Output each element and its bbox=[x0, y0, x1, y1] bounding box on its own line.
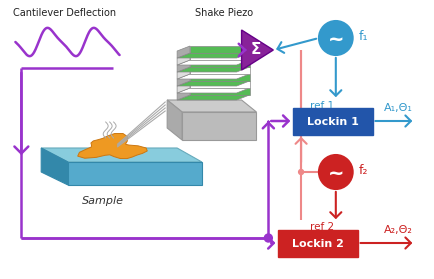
Text: ref 2: ref 2 bbox=[309, 222, 333, 232]
Polygon shape bbox=[167, 100, 182, 140]
Text: Σ: Σ bbox=[250, 42, 260, 57]
Polygon shape bbox=[177, 60, 249, 65]
Text: Lockin 2: Lockin 2 bbox=[291, 239, 343, 249]
Polygon shape bbox=[41, 148, 201, 162]
Polygon shape bbox=[177, 46, 190, 58]
Text: A₁,Θ₁: A₁,Θ₁ bbox=[383, 103, 412, 113]
Polygon shape bbox=[177, 95, 249, 100]
Polygon shape bbox=[182, 112, 256, 140]
Polygon shape bbox=[190, 67, 249, 74]
Circle shape bbox=[298, 170, 303, 174]
Text: Sample: Sample bbox=[82, 196, 123, 206]
Text: A₂,Θ₂: A₂,Θ₂ bbox=[383, 225, 412, 235]
Polygon shape bbox=[177, 81, 190, 93]
Text: ~: ~ bbox=[327, 163, 343, 182]
Polygon shape bbox=[190, 74, 249, 81]
Polygon shape bbox=[177, 88, 249, 93]
Circle shape bbox=[264, 234, 272, 242]
Polygon shape bbox=[78, 134, 147, 158]
Polygon shape bbox=[167, 100, 256, 112]
Polygon shape bbox=[177, 67, 249, 72]
Text: ref 1: ref 1 bbox=[309, 101, 333, 111]
Polygon shape bbox=[190, 81, 249, 88]
Polygon shape bbox=[177, 53, 249, 58]
Polygon shape bbox=[177, 88, 190, 100]
Text: Cantilever Deflection: Cantilever Deflection bbox=[13, 8, 116, 18]
Text: Shake Piezo: Shake Piezo bbox=[194, 8, 252, 18]
Polygon shape bbox=[190, 46, 249, 53]
Polygon shape bbox=[68, 162, 201, 185]
Text: f₂: f₂ bbox=[358, 163, 367, 177]
Polygon shape bbox=[190, 53, 249, 60]
FancyBboxPatch shape bbox=[277, 230, 357, 256]
Polygon shape bbox=[177, 60, 190, 72]
Polygon shape bbox=[241, 30, 273, 70]
Polygon shape bbox=[177, 74, 190, 86]
Circle shape bbox=[318, 155, 352, 189]
Polygon shape bbox=[177, 67, 190, 79]
FancyBboxPatch shape bbox=[292, 107, 372, 134]
Polygon shape bbox=[41, 148, 68, 185]
Text: ~: ~ bbox=[327, 30, 343, 49]
Polygon shape bbox=[190, 60, 249, 67]
Text: Lockin 1: Lockin 1 bbox=[306, 117, 358, 127]
Polygon shape bbox=[190, 88, 249, 95]
Text: f₁: f₁ bbox=[358, 30, 367, 42]
Polygon shape bbox=[177, 74, 249, 79]
Circle shape bbox=[318, 21, 352, 55]
Polygon shape bbox=[177, 81, 249, 86]
Polygon shape bbox=[177, 53, 190, 65]
